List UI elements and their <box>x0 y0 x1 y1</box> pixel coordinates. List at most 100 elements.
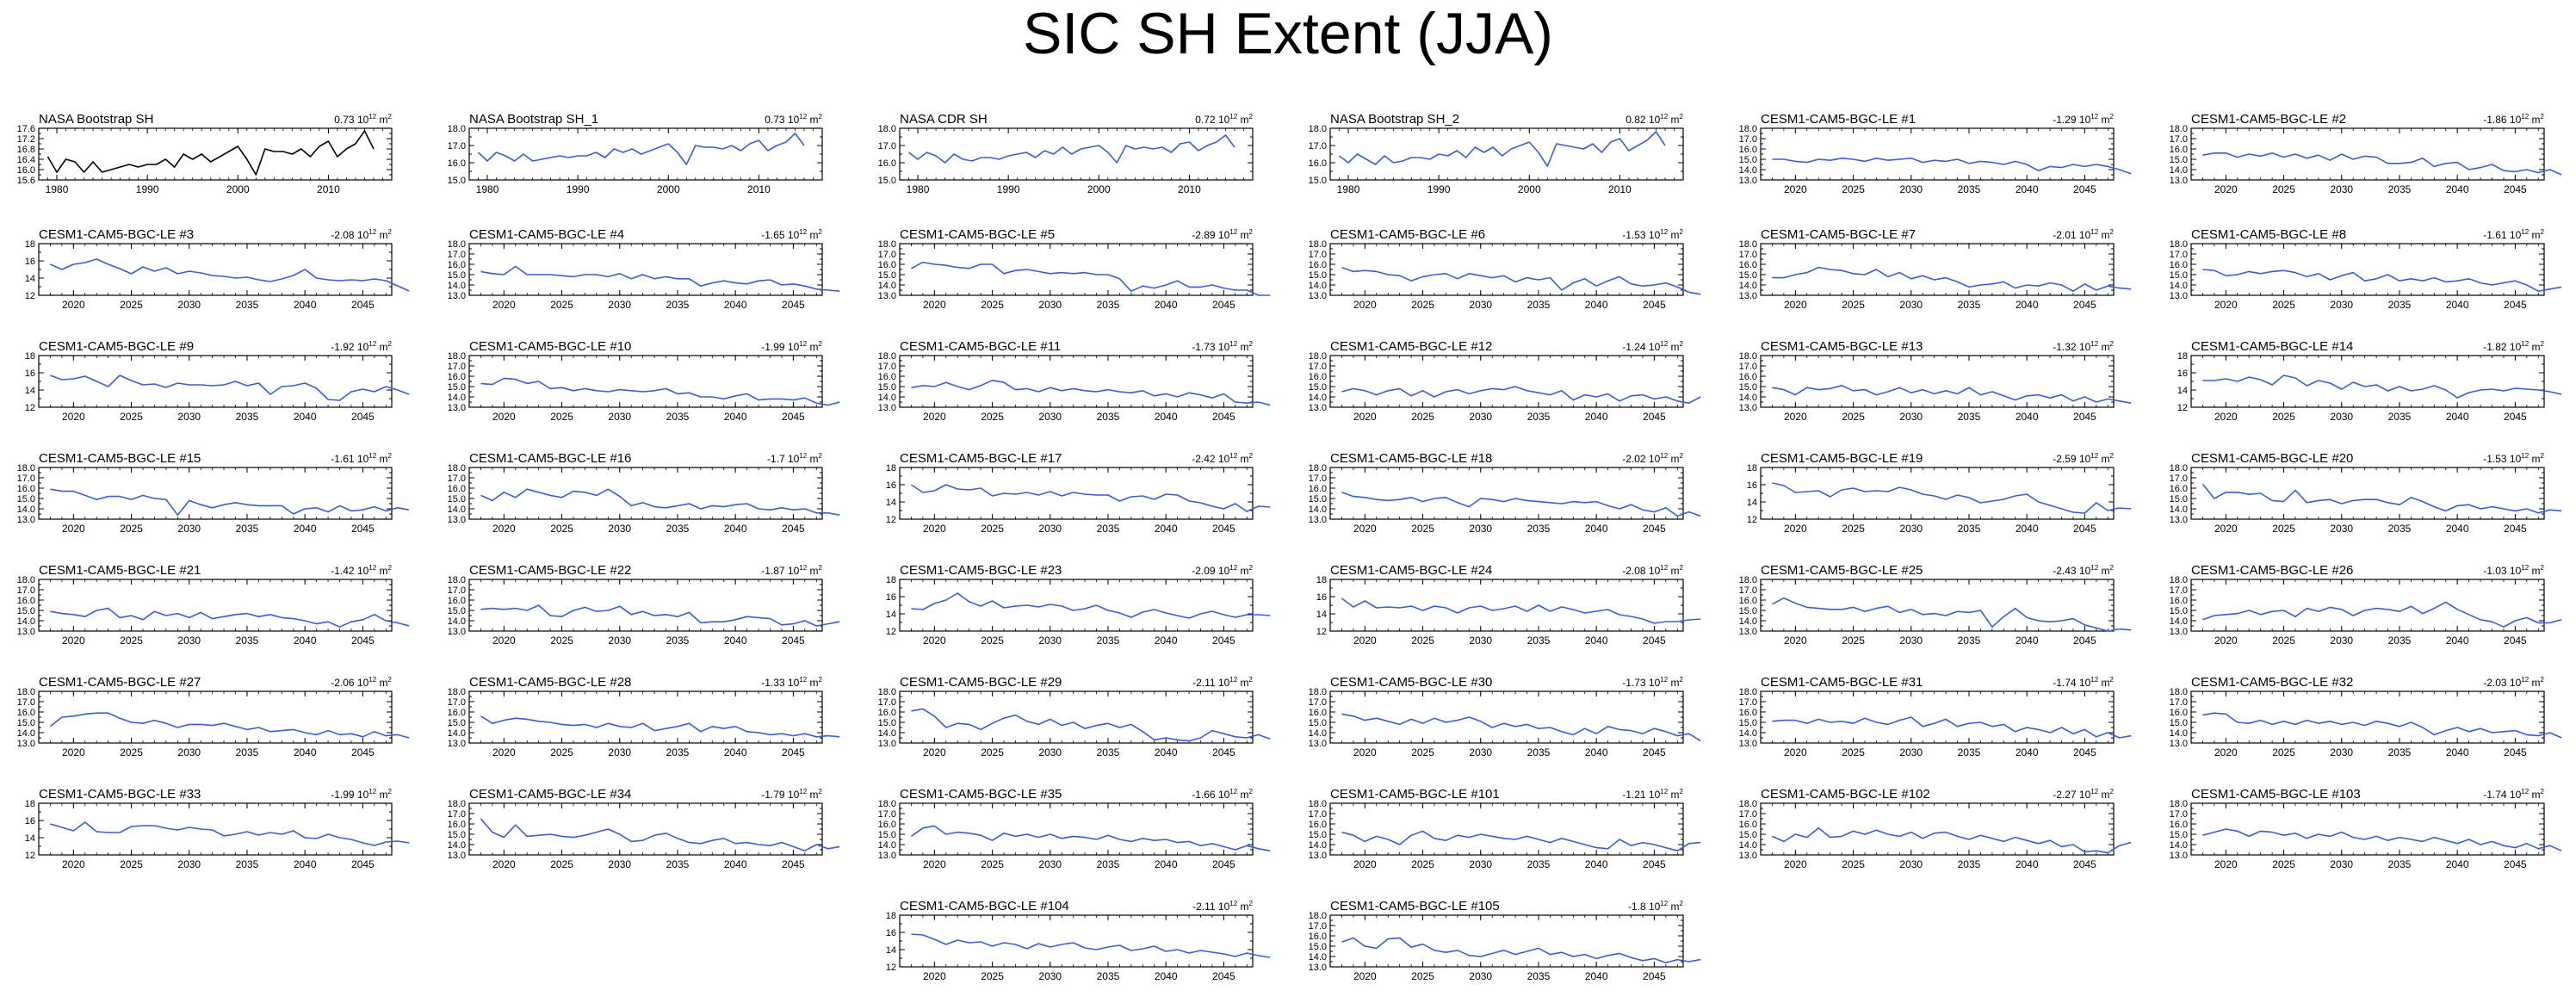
y-tick-label: 18.0 <box>1739 239 1757 250</box>
x-tick-label: 2030 <box>177 746 201 758</box>
panel-trend: -1.73 1012 m2 <box>1622 676 1683 689</box>
x-tick-label: 2020 <box>1353 411 1377 423</box>
x-tick-label: 2040 <box>1155 635 1178 647</box>
y-tick-label: 18.0 <box>2170 124 2188 134</box>
x-tick-label: 2040 <box>1585 858 1608 870</box>
series-line <box>2202 601 2562 628</box>
y-tick-label: 13.0 <box>17 515 35 525</box>
y-tick-label: 15.0 <box>1309 176 1327 186</box>
x-tick-label: 2030 <box>177 523 201 535</box>
y-tick-label: 14.0 <box>1309 281 1327 291</box>
panel-title: CESM1-CAM5-BGC-LE #8 <box>2191 227 2346 242</box>
y-tick-label: 18.0 <box>1309 239 1327 250</box>
plot-frame <box>2190 690 2545 744</box>
panel-trend: -2.02 1012 m2 <box>1622 452 1683 465</box>
series-line <box>49 712 410 739</box>
y-tick-label: 15.0 <box>878 176 896 186</box>
y-tick-label: 12 <box>886 515 896 525</box>
x-tick-label: 2030 <box>1469 858 1492 870</box>
panel-title: CESM1-CAM5-BGC-LE #105 <box>1330 899 1500 913</box>
x-tick-label: 2035 <box>2388 183 2412 195</box>
y-tick-label: 16.0 <box>1739 145 1757 155</box>
x-tick-label: 2035 <box>1958 858 1981 870</box>
y-tick-label: 17.0 <box>448 362 466 372</box>
x-tick-label: 2040 <box>2016 183 2039 195</box>
chart-panel: CESM1-CAM5-BGC-LE #30 -1.73 1012 m2 13.014… <box>1309 675 1701 758</box>
plot-frame <box>2190 802 2545 856</box>
x-tick-label: 2020 <box>2214 635 2238 647</box>
x-tick-label: 2045 <box>1212 299 1235 311</box>
series-line <box>1339 131 1666 167</box>
x-tick-label: 2000 <box>1087 183 1111 195</box>
x-tick-label: 2045 <box>2073 858 2096 870</box>
y-tick-label: 13.0 <box>1309 851 1327 861</box>
series-line <box>1772 158 2132 175</box>
y-tick-label: 18.0 <box>448 239 466 250</box>
y-tick-label: 15.0 <box>17 718 35 728</box>
x-tick-label: 2020 <box>62 411 85 423</box>
y-tick-label: 17.0 <box>17 697 35 708</box>
x-tick-label: 2040 <box>2016 858 2039 870</box>
x-tick-label: 2030 <box>1038 299 1062 311</box>
x-tick-label: 2025 <box>981 299 1004 311</box>
y-tick-label: 14.0 <box>17 616 35 627</box>
y-tick-label: 18.0 <box>878 351 896 362</box>
panel-title: CESM1-CAM5-BGC-LE #9 <box>39 339 194 354</box>
panel-title: CESM1-CAM5-BGC-LE #103 <box>2191 787 2361 802</box>
panel-title: CESM1-CAM5-BGC-LE #2 <box>2191 112 2346 127</box>
x-tick-label: 2030 <box>608 411 631 423</box>
series-line <box>50 488 410 517</box>
series-line <box>1772 597 2132 632</box>
y-tick-label: 12 <box>25 403 35 413</box>
x-tick-label: 2000 <box>657 183 680 195</box>
plot-frame <box>2190 127 2545 181</box>
x-tick-label: 2020 <box>1784 183 1807 195</box>
y-tick-label: 14.0 <box>448 840 466 851</box>
series-line <box>46 130 375 176</box>
panel-trend: -1.24 1012 m2 <box>1622 340 1683 353</box>
y-tick-label: 16 <box>886 928 896 938</box>
y-tick-label: 17.6 <box>17 124 35 134</box>
panel-trend: -1.79 1012 m2 <box>761 788 822 801</box>
x-tick-label: 2020 <box>923 299 946 311</box>
x-tick-label: 2020 <box>492 523 516 535</box>
x-tick-label: 2020 <box>1353 746 1377 758</box>
chart-panel: CESM1-CAM5-BGC-LE #1 -1.29 1012 m2 13.014.… <box>1739 112 2132 195</box>
x-tick-label: 2035 <box>1097 858 1120 870</box>
x-tick-label: 1990 <box>567 183 590 195</box>
plot-frame <box>1329 579 1684 632</box>
y-tick-label: 18.0 <box>878 687 896 697</box>
x-tick-label: 2035 <box>1097 970 1120 982</box>
x-tick-label: 2025 <box>550 299 573 311</box>
chart-panel: CESM1-CAM5-BGC-LE #22 -1.87 1012 m2 13.014… <box>448 563 840 647</box>
y-tick-label: 18.0 <box>1739 351 1757 362</box>
series-line <box>1341 830 1701 852</box>
panel-trend: -1.99 1012 m2 <box>331 788 392 801</box>
chart-panel: CESM1-CAM5-BGC-LE #6 -1.53 1012 m2 13.014.… <box>1309 227 1701 311</box>
x-tick-label: 2030 <box>1899 635 1923 647</box>
x-tick-label: 2000 <box>226 183 250 195</box>
panel-title: CESM1-CAM5-BGC-LE #4 <box>469 227 624 242</box>
panel-trend: -1.61 1012 m2 <box>2483 228 2544 241</box>
x-tick-label: 2045 <box>2073 635 2096 647</box>
y-tick-label: 17.0 <box>878 362 896 372</box>
x-tick-label: 2025 <box>1411 299 1434 311</box>
series-line <box>911 933 1271 958</box>
y-tick-label: 12 <box>1747 515 1757 525</box>
panel-title: CESM1-CAM5-BGC-LE #31 <box>1761 675 1923 690</box>
x-tick-label: 2045 <box>351 411 375 423</box>
y-tick-label: 16.0 <box>1739 596 1757 606</box>
x-tick-label: 2025 <box>1842 746 1865 758</box>
y-tick-label: 17.0 <box>448 250 466 260</box>
y-tick-label: 13.0 <box>1739 403 1757 413</box>
x-tick-label: 2035 <box>1527 523 1551 535</box>
x-tick-label: 2035 <box>236 746 259 758</box>
x-tick-label: 2035 <box>2388 411 2412 423</box>
series-line <box>480 818 840 852</box>
x-tick-label: 2030 <box>1038 635 1062 647</box>
panel-title: CESM1-CAM5-BGC-LE #6 <box>1330 227 1485 242</box>
x-tick-label: 2025 <box>1411 411 1434 423</box>
plot-frame <box>899 802 1254 856</box>
x-tick-label: 2030 <box>608 523 631 535</box>
series-line <box>911 261 1271 296</box>
